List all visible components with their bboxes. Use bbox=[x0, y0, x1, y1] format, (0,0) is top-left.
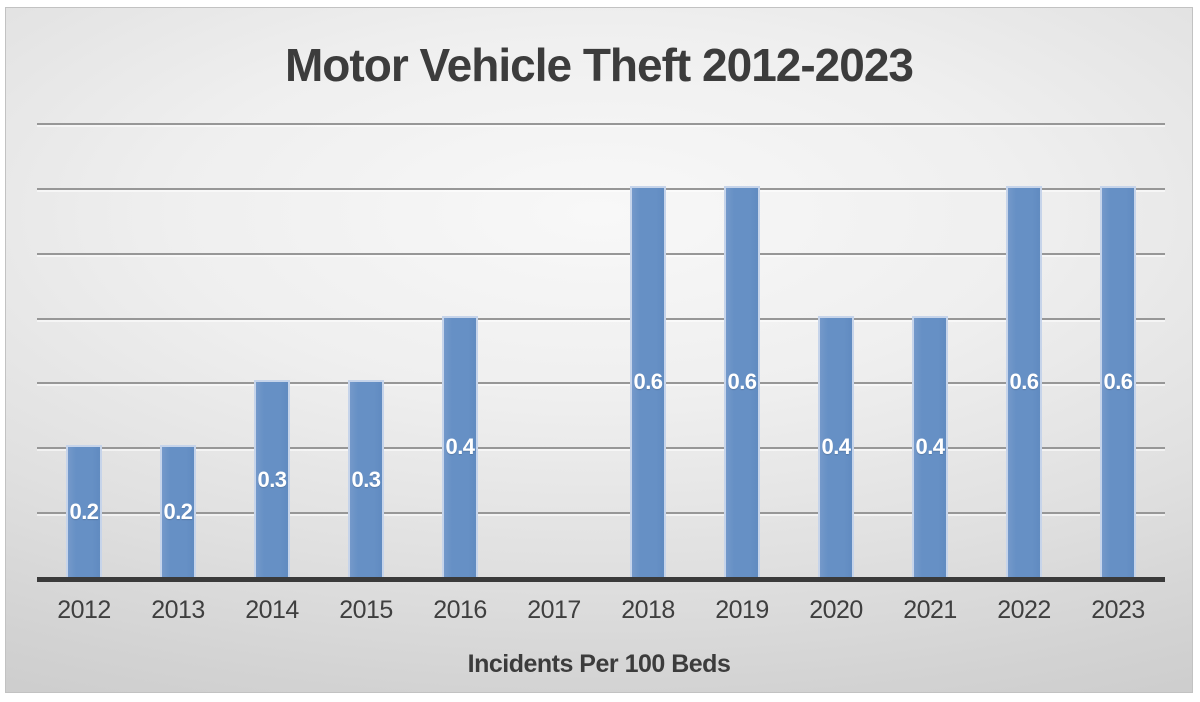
bar-2020: 0.4 bbox=[818, 315, 854, 577]
gridlines bbox=[37, 123, 1165, 577]
x-tick-2018: 2018 bbox=[621, 596, 675, 624]
x-tick-2023: 2023 bbox=[1091, 596, 1145, 624]
bar-2023: 0.6 bbox=[1100, 185, 1136, 577]
bar-2012: 0.2 bbox=[66, 445, 102, 577]
x-tick-2016: 2016 bbox=[433, 596, 487, 624]
bar-value-label: 0.6 bbox=[633, 369, 663, 395]
bar-2019: 0.6 bbox=[724, 185, 760, 577]
bar-slot-2021: 0.4 bbox=[883, 123, 977, 577]
bar-slot-2020: 0.4 bbox=[789, 123, 883, 577]
bar-2015: 0.3 bbox=[348, 380, 384, 577]
gridline bbox=[37, 512, 1165, 515]
chart-panel: Motor Vehicle Theft 2012-2023 0.2 0.2 0.3 0… bbox=[5, 7, 1193, 693]
bar-value-label: 0.6 bbox=[1103, 369, 1133, 395]
bar-value-label: 0.4 bbox=[821, 434, 851, 460]
bar-2022: 0.6 bbox=[1006, 185, 1042, 577]
x-tick-2021: 2021 bbox=[903, 596, 957, 624]
bar-2013: 0.2 bbox=[160, 445, 196, 577]
bar-slot-2017 bbox=[507, 123, 601, 577]
x-tick-2015: 2015 bbox=[339, 596, 393, 624]
bar-value-label: 0.2 bbox=[69, 499, 99, 525]
bar-value-label: 0.3 bbox=[351, 466, 381, 492]
x-tick-2020: 2020 bbox=[809, 596, 863, 624]
bar-slot-2016: 0.4 bbox=[413, 123, 507, 577]
bar-value-label: 0.6 bbox=[727, 369, 757, 395]
plot-area: 0.2 0.2 0.3 0.3 0.4 0.6 0.6 0.4 0.4 0.6 0.6 bbox=[37, 123, 1165, 582]
bar-2014: 0.3 bbox=[254, 380, 290, 577]
gridline bbox=[37, 317, 1165, 320]
x-axis-ticks: 2012 2013 2014 2015 2016 2017 2018 2019 2020 2021… bbox=[37, 596, 1165, 625]
bar-slot-2023: 0.6 bbox=[1071, 123, 1165, 577]
x-axis-title: Incidents Per 100 Beds bbox=[467, 650, 731, 678]
bar-slot-2022: 0.6 bbox=[977, 123, 1071, 577]
gridline bbox=[37, 252, 1165, 255]
gridline bbox=[37, 123, 1165, 125]
x-tick-2019: 2019 bbox=[715, 596, 769, 624]
x-tick-2022: 2022 bbox=[997, 596, 1051, 624]
bar-value-label: 0.4 bbox=[445, 434, 475, 460]
bar-value-label: 0.6 bbox=[1009, 369, 1039, 395]
bar-2021: 0.4 bbox=[912, 315, 948, 577]
x-tick-2017: 2017 bbox=[527, 596, 581, 624]
bar-2016: 0.4 bbox=[442, 315, 478, 577]
gridline bbox=[37, 447, 1165, 450]
x-axis-line bbox=[37, 577, 1165, 582]
bar-2018: 0.6 bbox=[630, 185, 666, 577]
bar-slot-2015: 0.3 bbox=[319, 123, 413, 577]
bar-slot-2018: 0.6 bbox=[601, 123, 695, 577]
bar-slot-2019: 0.6 bbox=[695, 123, 789, 577]
bar-value-label: 0.2 bbox=[163, 499, 193, 525]
gridline bbox=[37, 382, 1165, 385]
x-tick-2014: 2014 bbox=[245, 596, 299, 624]
x-tick-2012: 2012 bbox=[57, 596, 111, 624]
bar-slot-2012: 0.2 bbox=[37, 123, 131, 577]
bar-slot-2013: 0.2 bbox=[131, 123, 225, 577]
x-tick-2013: 2013 bbox=[151, 596, 205, 624]
bars-container: 0.2 0.2 0.3 0.3 0.4 0.6 0.6 0.4 0.4 0.6 0.6 bbox=[37, 123, 1165, 577]
bar-slot-2014: 0.3 bbox=[225, 123, 319, 577]
gridline bbox=[37, 187, 1165, 190]
chart-title: Motor Vehicle Theft 2012-2023 bbox=[284, 39, 914, 91]
bar-value-label: 0.4 bbox=[915, 434, 945, 460]
bar-value-label: 0.3 bbox=[257, 466, 287, 492]
